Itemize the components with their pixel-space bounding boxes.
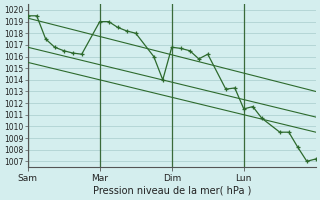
X-axis label: Pression niveau de la mer( hPa ): Pression niveau de la mer( hPa ): [92, 186, 251, 196]
